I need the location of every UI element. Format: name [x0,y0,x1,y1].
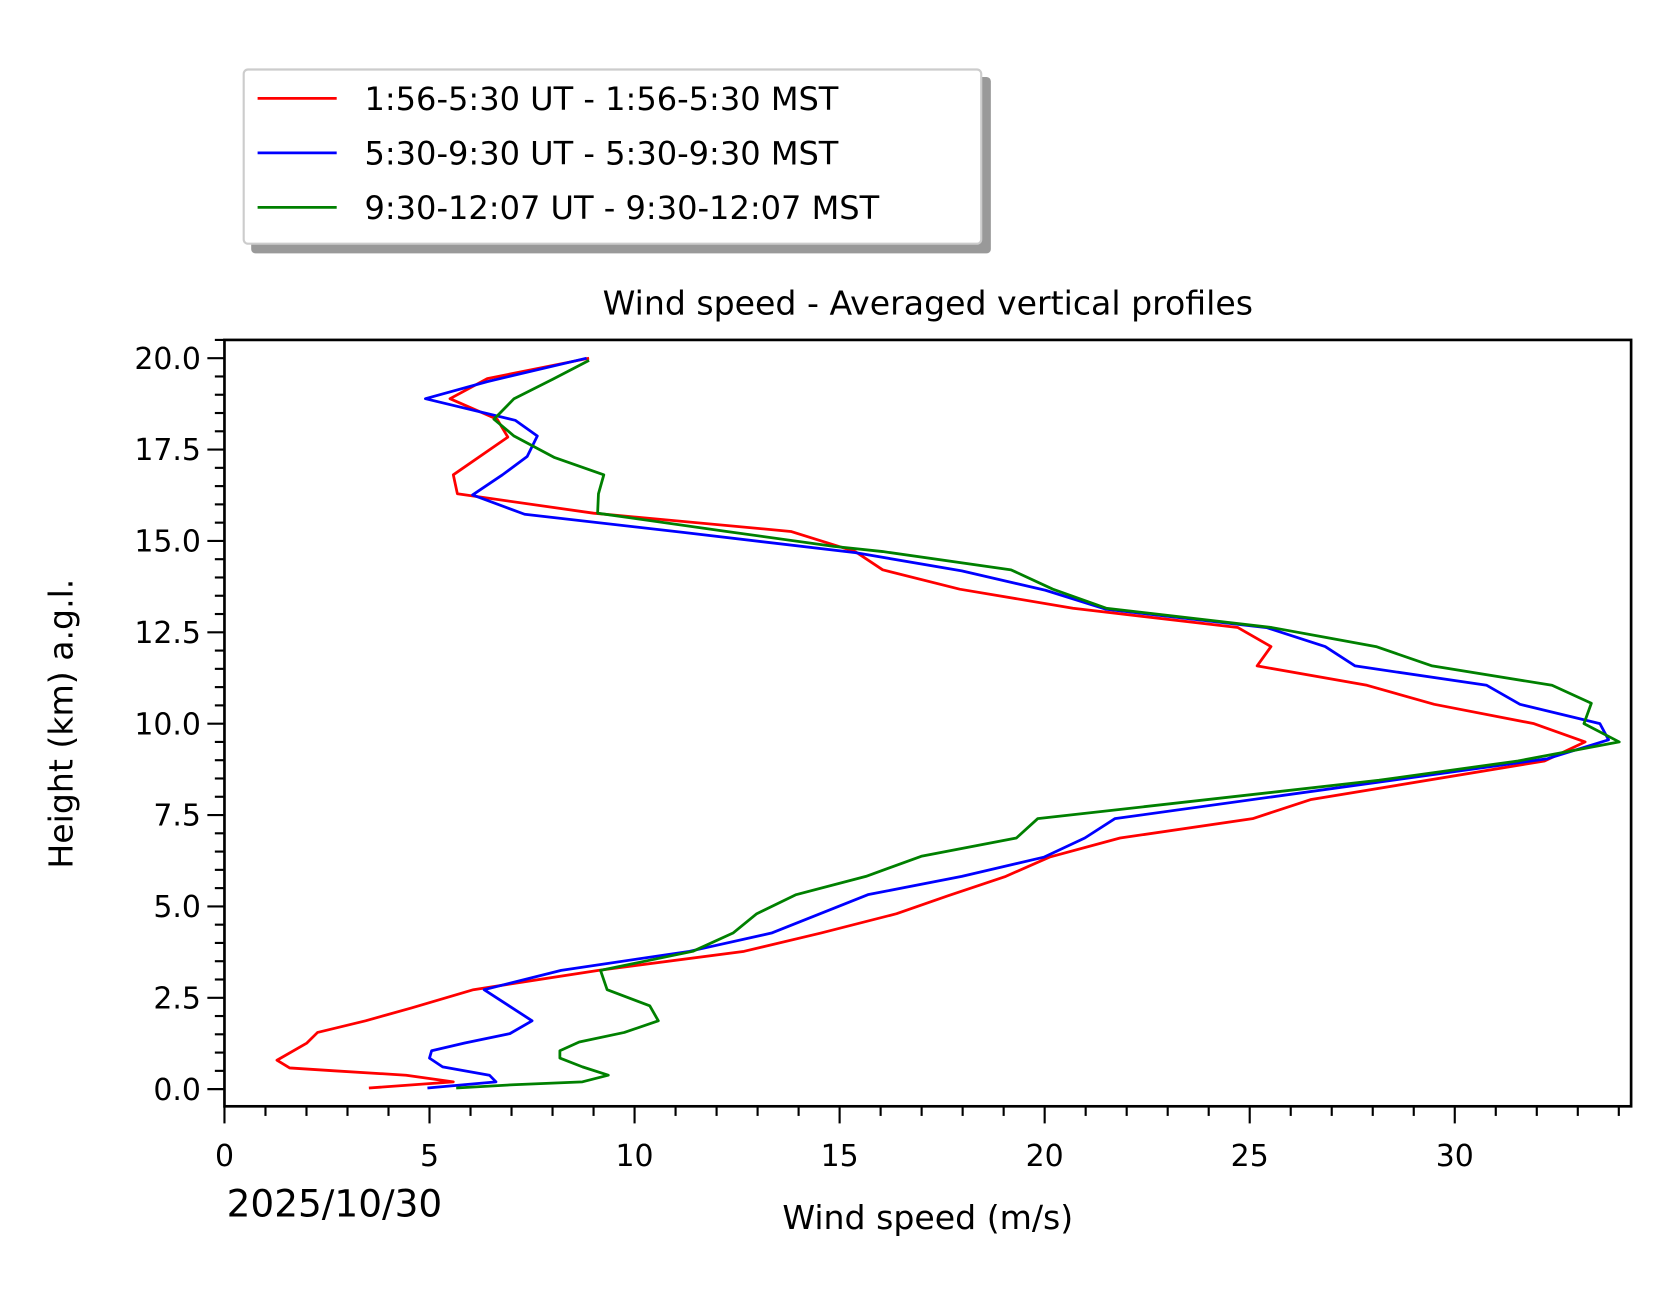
legend: 1:56-5:30 UT - 1:56-5:30 MST 5:30-9:30 UT… [242,68,991,254]
y-tick-label: 10.0 [134,707,201,742]
x-tick-label: 25 [1231,1139,1269,1174]
chart-title: Wind speed - Averaged vertical profiles [603,283,1253,322]
y-axis-label: Height (km) a.g.l. [42,579,81,869]
legend-label-1: 1:56-5:30 UT - 1:56-5:30 MST [364,80,838,118]
x-axis-label: Wind speed (m/s) [782,1198,1073,1237]
y-tick-label: 2.5 [153,981,201,1016]
axis-ticks: 0 5 10 15 20 25 30 0.0 2.5 5.0 7.5 10.0 12.5 15.0 17.5… [134,338,1620,1174]
series-line-2 [424,356,1610,1090]
x-tick-label: 15 [821,1139,859,1174]
legend-label-2: 5:30-9:30 UT - 5:30-9:30 MST [364,135,838,173]
series-lines [275,356,1621,1090]
x-tick-label: 20 [1026,1139,1064,1174]
y-tick-label: 20.0 [134,342,201,377]
series-line-3 [456,359,1621,1090]
y-tick-label: 15.0 [134,525,201,560]
legend-label-3: 9:30-12:07 UT - 9:30-12:07 MST [364,189,879,227]
y-tick-label: 7.5 [153,799,201,834]
series-line-1 [275,356,1587,1090]
legend-box [242,68,983,245]
x-tick-label: 30 [1436,1139,1474,1174]
x-tick-label: 5 [420,1139,439,1174]
x-tick-label: 10 [616,1139,654,1174]
y-tick-label: 17.5 [134,433,201,468]
y-tick-label: 12.5 [134,616,201,651]
x-tick-label: 0 [215,1139,234,1174]
y-tick-label: 5.0 [153,890,201,925]
date-label: 2025/10/30 [227,1181,443,1225]
plot-area [223,338,1633,1108]
y-tick-label: 0.0 [153,1073,201,1108]
